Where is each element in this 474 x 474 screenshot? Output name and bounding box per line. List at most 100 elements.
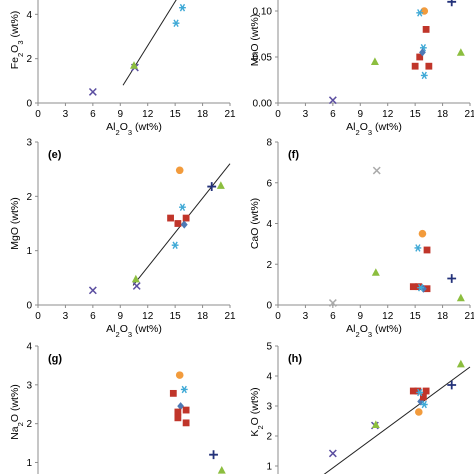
x-tick-label: 18 bbox=[437, 109, 449, 120]
x-tick-label: 12 bbox=[382, 311, 394, 322]
axis-lines bbox=[37, 346, 39, 474]
x-tick-label: 15 bbox=[410, 109, 422, 120]
x-tick-label: 6 bbox=[90, 109, 96, 120]
asterisk-marker bbox=[420, 400, 428, 409]
plus-marker bbox=[447, 0, 457, 7]
x-axis-title: Al2O3 (wt%) bbox=[346, 323, 402, 339]
square-marker bbox=[411, 62, 419, 70]
circle-marker bbox=[175, 371, 184, 379]
square-marker bbox=[423, 285, 431, 293]
x-marker bbox=[372, 166, 381, 175]
diamond-marker bbox=[177, 402, 185, 411]
y-tick-label: 2 bbox=[26, 192, 32, 203]
x-tick-label: 18 bbox=[437, 311, 449, 322]
y-tick-label: 4 bbox=[266, 219, 272, 230]
y-tick-label: 8 bbox=[266, 138, 272, 149]
y-tick-label: 0.10 bbox=[253, 7, 273, 18]
plus-marker bbox=[209, 450, 218, 460]
x-marker bbox=[132, 282, 141, 290]
triangle-marker bbox=[216, 181, 225, 189]
y-tick-label: 4 bbox=[26, 10, 32, 21]
plus-marker bbox=[447, 274, 457, 283]
square-marker bbox=[422, 26, 430, 33]
y-tick-label: 2 bbox=[266, 260, 272, 271]
y-tick-label: 3 bbox=[26, 380, 32, 391]
x-marker bbox=[328, 299, 337, 307]
y-axis-title: MnO (wt%) bbox=[249, 14, 261, 67]
triangle-marker bbox=[456, 48, 465, 56]
scatter-panel: 0.000.050.100.15036912151821Al2O3 (wt%)M… bbox=[249, 0, 474, 137]
x-tick-label: 21 bbox=[224, 109, 236, 120]
asterisk-marker bbox=[171, 241, 179, 249]
panel-label: (g) bbox=[48, 353, 62, 365]
square-marker bbox=[422, 387, 430, 395]
x-tick-label: 0 bbox=[35, 311, 41, 322]
y-tick-label: 2 bbox=[266, 432, 272, 443]
x-tick-label: 6 bbox=[330, 109, 336, 120]
x-tick-label: 6 bbox=[330, 311, 336, 322]
x-tick-label: 9 bbox=[358, 109, 364, 120]
x-axis-title: Al2O3 (wt%) bbox=[346, 121, 402, 137]
circle-marker bbox=[418, 229, 427, 238]
y-tick-label: 0 bbox=[26, 99, 32, 110]
y-axis-title: MgO (wt%) bbox=[9, 197, 21, 250]
square-marker bbox=[409, 387, 417, 395]
asterisk-marker bbox=[420, 71, 428, 80]
scatter-panel: 0 2 4 6 8 0 3 6 9 12 15 18 21 Al2O3 (wt%) CaO (wt%) (f) bbox=[249, 138, 474, 339]
circle-marker bbox=[175, 166, 184, 175]
square-marker bbox=[414, 387, 422, 395]
x-tick-label: 0 bbox=[275, 109, 281, 120]
triangle-marker bbox=[371, 420, 380, 428]
y-axis-title: Na2O (wt%) bbox=[9, 384, 25, 440]
y-tick-label: 1 bbox=[266, 462, 272, 473]
diamond-marker bbox=[419, 48, 426, 57]
square-marker bbox=[182, 214, 190, 222]
x-marker bbox=[328, 96, 337, 105]
y-tick-label: 4 bbox=[26, 342, 32, 353]
y-tick-label: 2 bbox=[26, 419, 32, 430]
x-axis-title: Al2O3 (wt%) bbox=[106, 323, 162, 339]
square-marker bbox=[423, 246, 431, 254]
x-tick-label: 15 bbox=[170, 311, 182, 322]
x-axis-title: Al2O3 (wt%) bbox=[106, 121, 162, 137]
x-marker bbox=[328, 449, 337, 458]
triangle-marker bbox=[130, 61, 138, 69]
y-tick-label: 4 bbox=[266, 372, 272, 383]
y-tick-label: 3 bbox=[266, 402, 272, 413]
x-tick-label: 21 bbox=[464, 109, 474, 120]
asterisk-marker bbox=[180, 385, 188, 394]
asterisk-marker bbox=[179, 3, 186, 12]
square-marker bbox=[169, 389, 177, 397]
x-tick-label: 12 bbox=[382, 109, 394, 120]
x-marker bbox=[88, 286, 97, 295]
x-tick-label: 15 bbox=[170, 109, 182, 120]
square-marker bbox=[425, 62, 433, 70]
y-axis-title: Fe2O3 (wt%) bbox=[9, 11, 25, 70]
triangle-marker bbox=[456, 293, 465, 302]
y-tick-label: 2 bbox=[26, 54, 32, 65]
x-tick-label: 21 bbox=[224, 311, 236, 322]
scatter-panel: 1 2 3 4 Na2O (wt%) (g) bbox=[9, 342, 226, 474]
x-tick-label: 21 bbox=[464, 311, 474, 322]
y-tick-label: 6 bbox=[266, 178, 272, 189]
y-tick-label: 3 bbox=[26, 138, 32, 149]
square-marker bbox=[182, 419, 190, 427]
asterisk-marker bbox=[414, 244, 422, 252]
x-tick-label: 9 bbox=[118, 109, 124, 120]
square-marker bbox=[167, 214, 174, 222]
x-tick-label: 18 bbox=[197, 311, 209, 322]
triangle-marker bbox=[217, 466, 226, 474]
square-marker bbox=[174, 408, 182, 416]
x-tick-label: 3 bbox=[303, 311, 309, 322]
x-marker bbox=[88, 87, 97, 96]
y-axis-title: CaO (wt%) bbox=[249, 198, 261, 249]
asterisk-marker bbox=[179, 203, 186, 211]
trend-line bbox=[122, 0, 177, 86]
panel-label: (h) bbox=[288, 353, 302, 365]
triangle-marker bbox=[370, 57, 379, 65]
x-tick-label: 3 bbox=[63, 311, 69, 322]
y-axis-title: K2O (wt%) bbox=[249, 387, 265, 436]
panel-label: (e) bbox=[48, 149, 62, 161]
